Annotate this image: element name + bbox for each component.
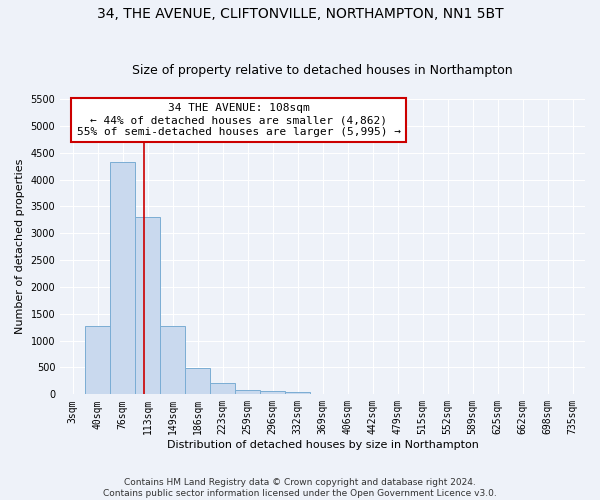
Bar <box>260 391 285 394</box>
Bar <box>85 326 110 394</box>
Y-axis label: Number of detached properties: Number of detached properties <box>15 159 25 334</box>
Text: Contains HM Land Registry data © Crown copyright and database right 2024.
Contai: Contains HM Land Registry data © Crown c… <box>103 478 497 498</box>
X-axis label: Distribution of detached houses by size in Northampton: Distribution of detached houses by size … <box>167 440 479 450</box>
Bar <box>210 383 235 394</box>
Bar <box>135 217 160 394</box>
Title: Size of property relative to detached houses in Northampton: Size of property relative to detached ho… <box>132 64 513 77</box>
Bar <box>160 326 185 394</box>
Text: 34, THE AVENUE, CLIFTONVILLE, NORTHAMPTON, NN1 5BT: 34, THE AVENUE, CLIFTONVILLE, NORTHAMPTO… <box>97 8 503 22</box>
Bar <box>185 368 210 394</box>
Text: 34 THE AVENUE: 108sqm
← 44% of detached houses are smaller (4,862)
55% of semi-d: 34 THE AVENUE: 108sqm ← 44% of detached … <box>77 104 401 136</box>
Bar <box>110 162 135 394</box>
Bar <box>235 390 260 394</box>
Bar <box>285 392 310 394</box>
